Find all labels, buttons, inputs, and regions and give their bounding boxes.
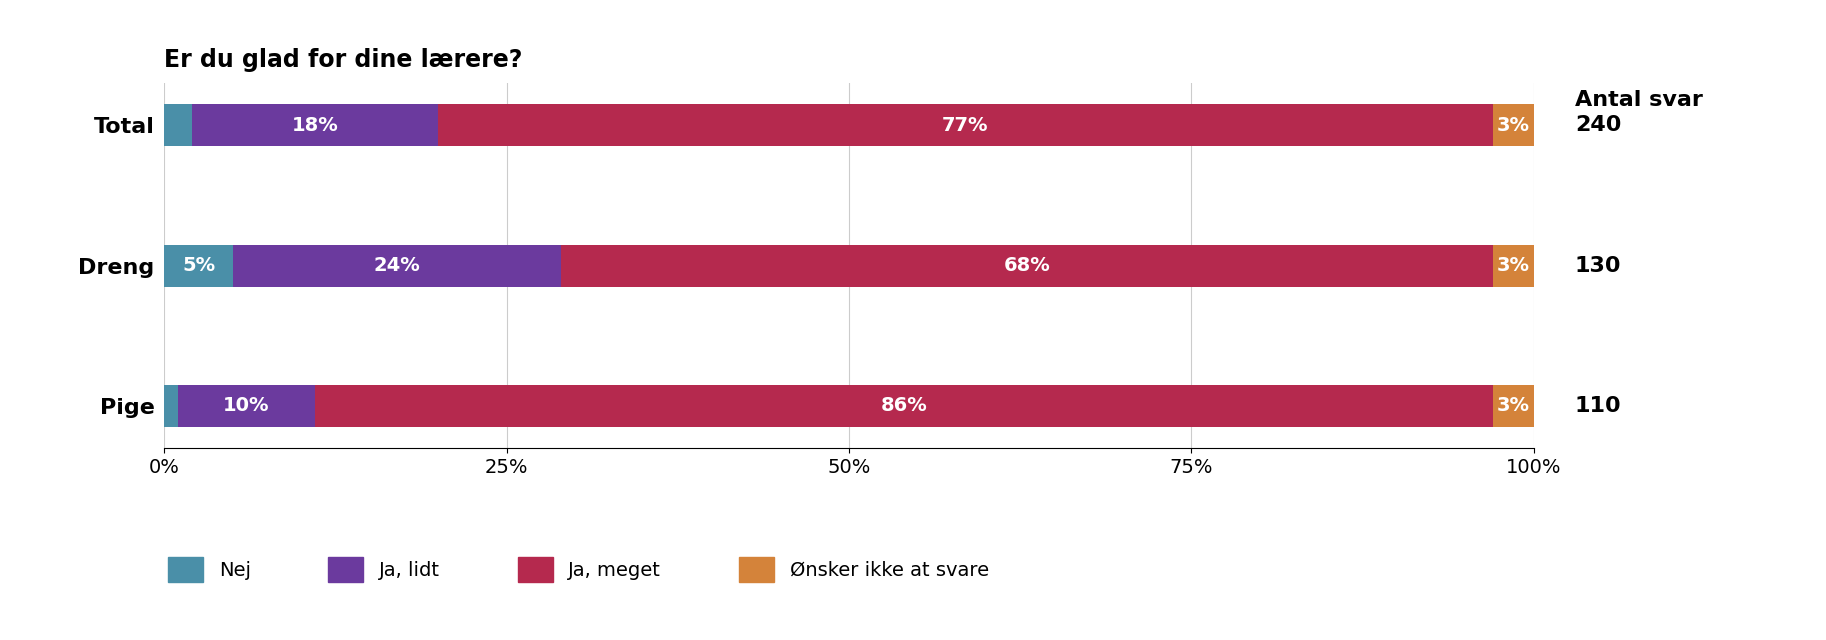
- Text: 68%: 68%: [1004, 256, 1050, 275]
- Text: 86%: 86%: [880, 396, 928, 415]
- Bar: [164, 244, 232, 287]
- Text: 77%: 77%: [942, 116, 988, 135]
- Bar: [314, 385, 1492, 427]
- Text: 110: 110: [1574, 396, 1621, 416]
- Bar: [232, 244, 562, 287]
- Text: 130: 130: [1574, 255, 1621, 276]
- Bar: [177, 385, 314, 427]
- Text: Er du glad for dine lærere?: Er du glad for dine lærere?: [164, 47, 522, 72]
- Bar: [562, 244, 1492, 287]
- Bar: [1492, 104, 1534, 147]
- Bar: [438, 104, 1492, 147]
- Text: 240: 240: [1574, 115, 1621, 135]
- Legend: Nej, Ja, lidt, Ja, meget, Ønsker ikke at svare: Nej, Ja, lidt, Ja, meget, Ønsker ikke at…: [161, 549, 997, 589]
- Text: 5%: 5%: [183, 256, 215, 275]
- Bar: [192, 104, 438, 147]
- Bar: [164, 385, 177, 427]
- Text: 24%: 24%: [374, 256, 420, 275]
- Bar: [1492, 385, 1534, 427]
- Bar: [164, 104, 192, 147]
- Text: 10%: 10%: [223, 396, 270, 415]
- Text: 3%: 3%: [1497, 116, 1530, 135]
- Text: Antal svar: Antal svar: [1574, 90, 1704, 110]
- Text: 3%: 3%: [1497, 256, 1530, 275]
- Text: 3%: 3%: [1497, 396, 1530, 415]
- Bar: [1492, 244, 1534, 287]
- Text: 18%: 18%: [292, 116, 338, 135]
